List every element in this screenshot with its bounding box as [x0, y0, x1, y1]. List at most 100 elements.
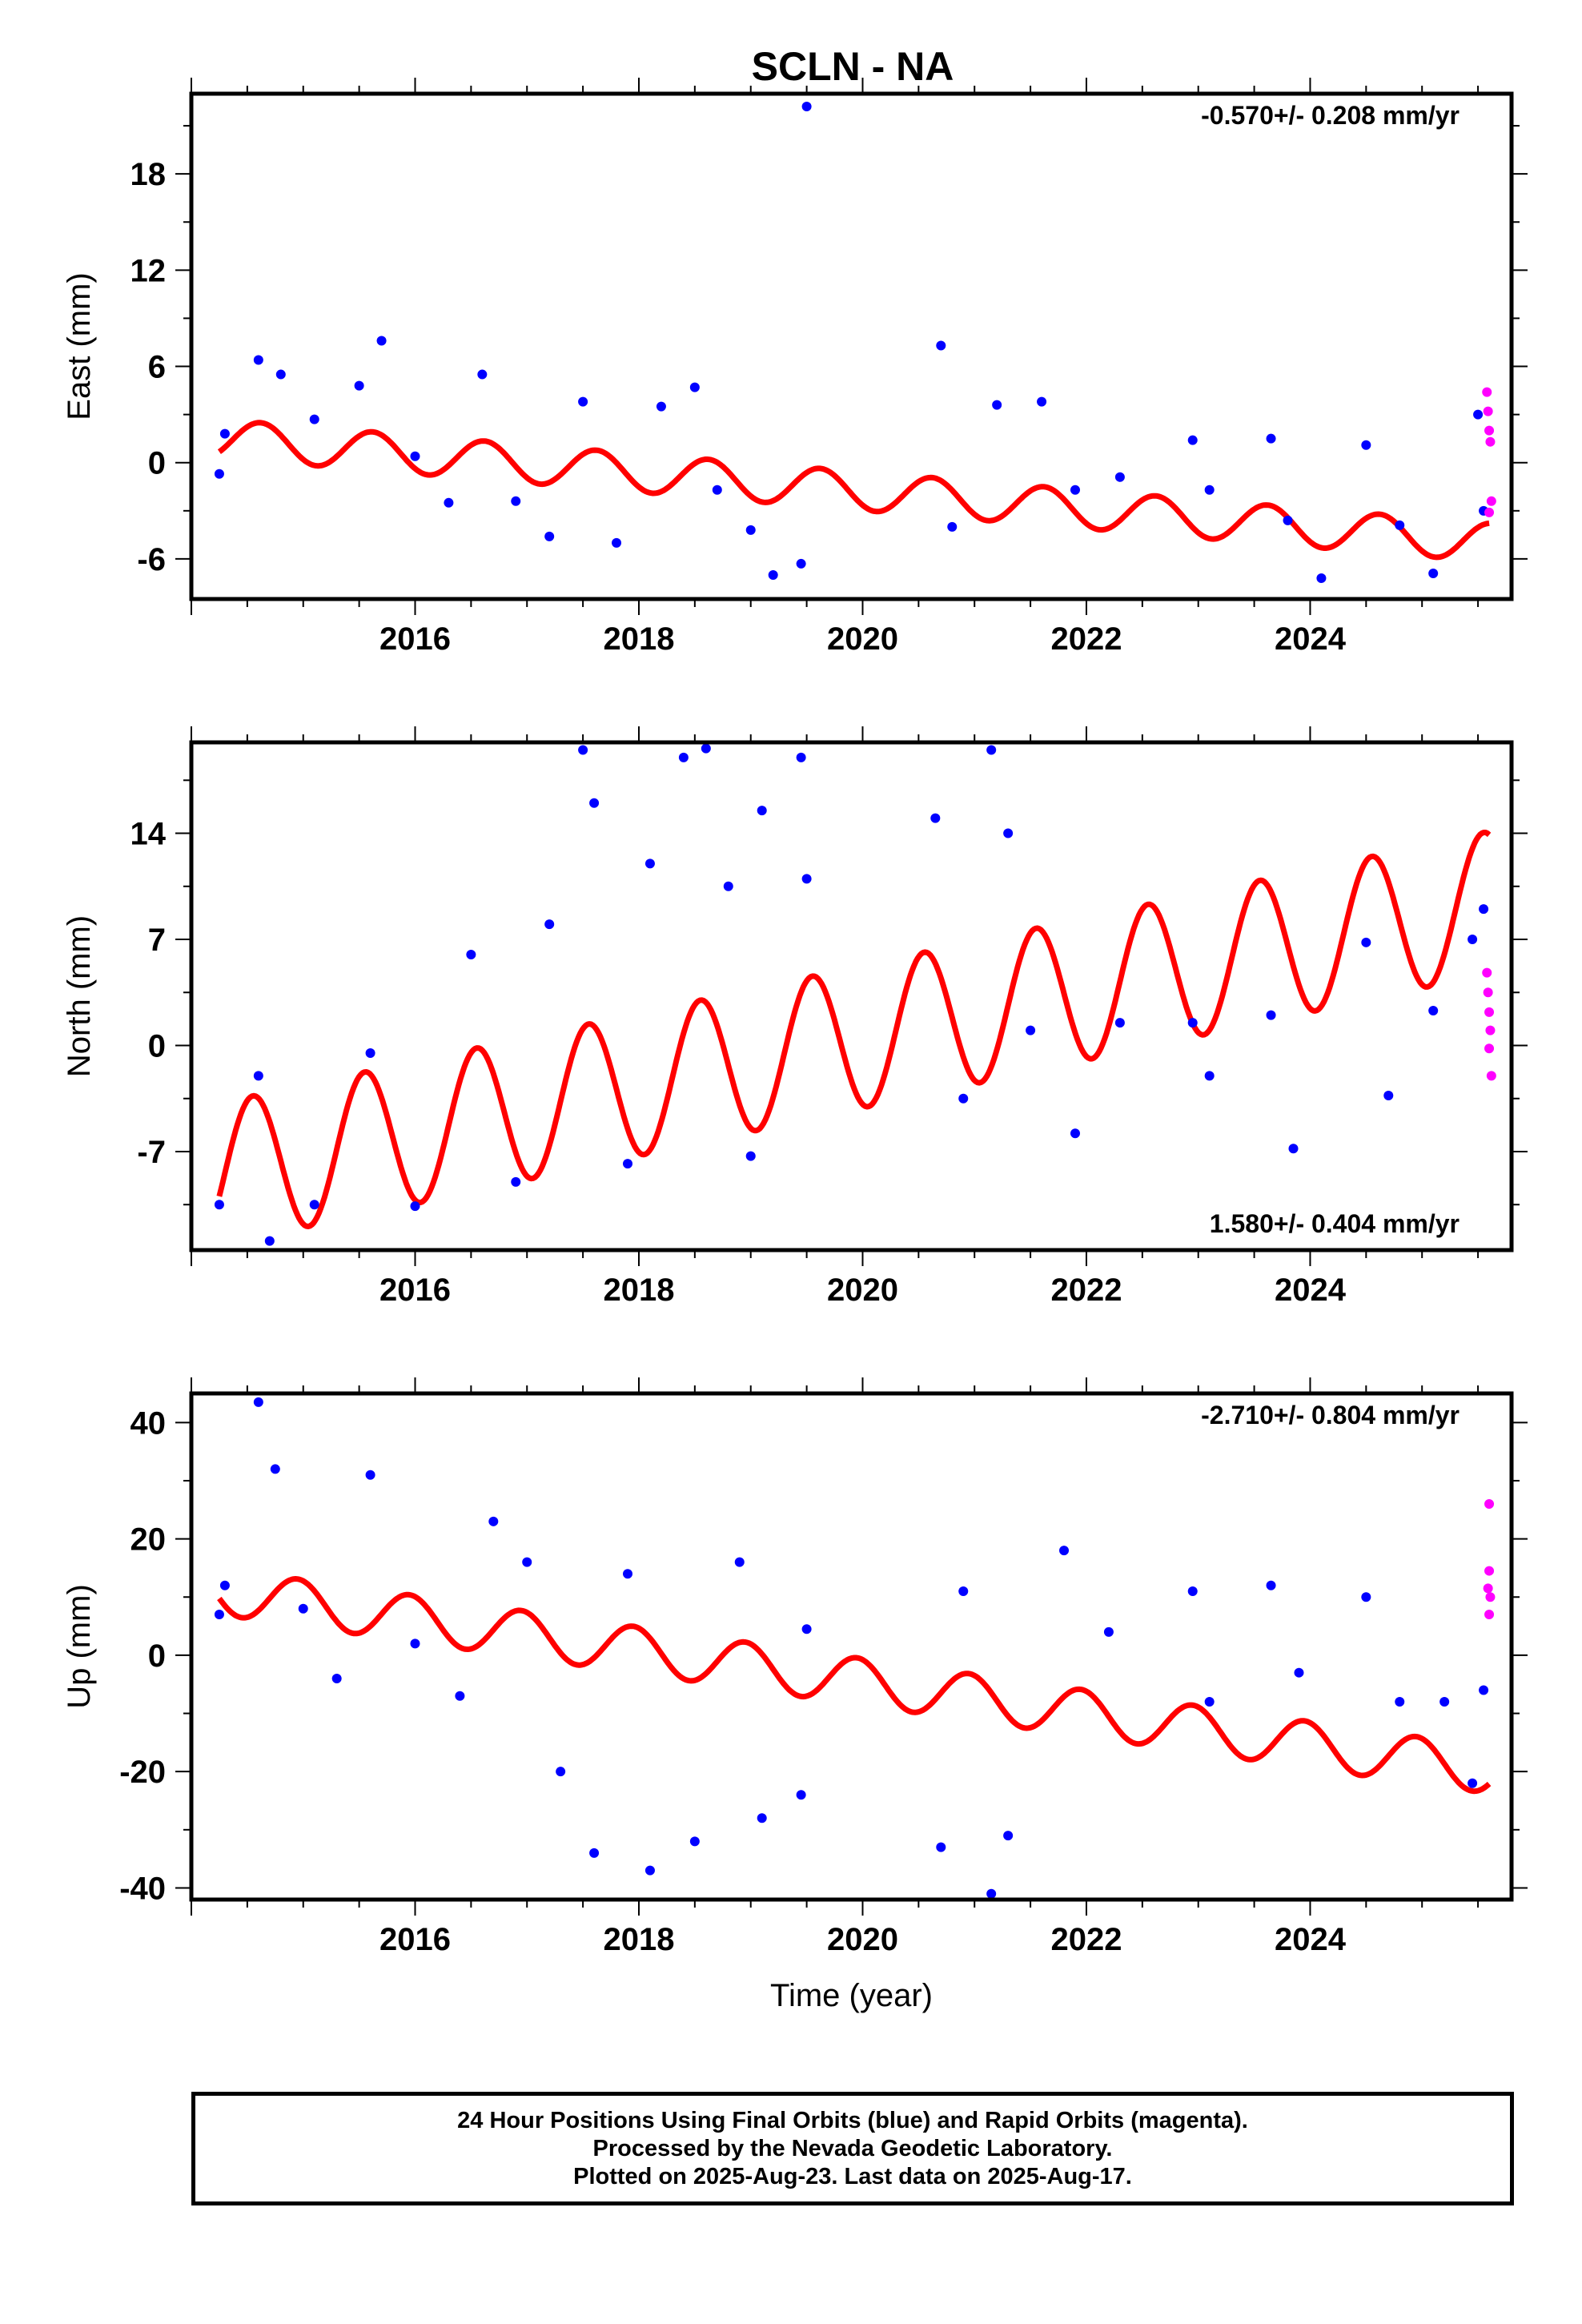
final-orbit-point: [1468, 1778, 1478, 1788]
final-orbit-point: [253, 1397, 263, 1407]
final-orbit-point: [354, 380, 364, 391]
final-orbit-point: [1059, 1546, 1070, 1556]
rapid-orbit-point: [1483, 987, 1493, 998]
x-tick-label: 2020: [827, 1273, 898, 1308]
final-orbit-point: [1439, 1697, 1450, 1707]
y-tick-label: -6: [137, 542, 166, 577]
final-orbit-point: [734, 1557, 745, 1567]
final-orbit-point: [1288, 1144, 1299, 1154]
rapid-orbit-point: [1482, 967, 1492, 978]
y-tick-label: 18: [130, 157, 167, 192]
final-orbit-point: [1473, 409, 1484, 420]
rapid-orbit-point: [1482, 387, 1492, 397]
final-orbit-point: [947, 521, 958, 532]
final-orbit-point: [331, 1673, 342, 1683]
footer-line-2: Processed by the Nevada Geodetic Laborat…: [592, 2135, 1113, 2161]
final-orbit-point: [1204, 485, 1215, 495]
y-tick-label: 14: [130, 817, 167, 852]
model-fit-line: [216, 830, 1492, 1229]
final-orbit-point: [214, 1200, 224, 1210]
rapid-orbit-point: [1485, 436, 1496, 447]
rapid-orbit-point: [1485, 1592, 1496, 1602]
final-orbit-point: [1266, 433, 1276, 444]
final-orbit-point: [1479, 904, 1489, 915]
y-axis-label: Up (mm): [62, 1584, 97, 1709]
rapid-orbit-point: [1484, 507, 1495, 517]
model-fit-line: [217, 1576, 1492, 1795]
final-orbit-point: [1266, 1580, 1276, 1590]
final-orbit-point: [1361, 1592, 1371, 1602]
final-orbit-point: [376, 336, 387, 346]
rapid-orbit-point: [1484, 1499, 1495, 1510]
rapid-orbit-point: [1485, 1025, 1496, 1035]
final-orbit-point: [544, 531, 555, 541]
chart-panel-3: 2016 2018 2020 2022 2024 -40 -20 0 20 40 Up (mm) Ti…: [62, 1377, 1528, 2013]
final-orbit-point: [796, 1790, 806, 1800]
final-orbit-point: [712, 485, 722, 495]
final-orbit-point: [1003, 1831, 1014, 1841]
final-orbit-point: [488, 1516, 499, 1526]
footer-line-3: Plotted on 2025-Aug-23. Last data on 202…: [573, 2163, 1132, 2189]
final-orbit-point: [1316, 573, 1327, 583]
final-orbit-point: [757, 1813, 767, 1823]
rapid-orbit-point: [1484, 1610, 1495, 1620]
y-tick-label: -7: [137, 1135, 166, 1170]
final-orbit-point: [623, 1159, 633, 1169]
final-orbit-point: [612, 537, 622, 548]
final-orbit-point: [219, 428, 230, 439]
final-orbit-point: [214, 1610, 224, 1620]
final-orbit-point: [801, 1624, 812, 1634]
final-orbit-point: [986, 1888, 997, 1899]
final-orbit-point: [1468, 935, 1478, 945]
final-orbit-point: [1187, 1018, 1198, 1028]
final-orbit-point: [701, 743, 711, 754]
final-orbit-point: [1037, 396, 1047, 407]
final-orbit-point: [365, 1047, 375, 1058]
final-orbit-point: [264, 1236, 275, 1246]
final-orbit-point: [745, 525, 756, 535]
plot-area: [214, 743, 1496, 1246]
footer-line-1: 24 Hour Positions Using Final Orbits (bl…: [457, 2107, 1248, 2133]
final-orbit-point: [477, 369, 488, 380]
rapid-orbit-point: [1483, 1583, 1493, 1594]
final-orbit-point: [1266, 1010, 1276, 1020]
x-tick-label: 2018: [603, 1922, 674, 1957]
rapid-orbit-point: [1483, 406, 1493, 416]
final-orbit-point: [298, 1603, 308, 1614]
y-tick-label: -20: [119, 1755, 166, 1790]
final-orbit-point: [578, 396, 588, 407]
final-orbit-point: [1204, 1697, 1215, 1707]
final-orbit-point: [511, 1176, 521, 1187]
final-orbit-point: [986, 745, 997, 755]
final-orbit-point: [644, 858, 655, 869]
velocity-rate-label: -2.710+/- 0.804 mm/yr: [1201, 1401, 1460, 1429]
rapid-orbit-point: [1484, 1043, 1495, 1054]
y-axis-label: East (mm): [62, 272, 97, 420]
final-orbit-point: [689, 382, 700, 392]
final-orbit-point: [1187, 435, 1198, 445]
chart-panel-2: 2016 2018 2020 2022 2024 -7 0 7 14 North (mm) 1.58…: [62, 726, 1528, 1308]
y-tick-label: 0: [148, 1029, 166, 1064]
y-tick-label: 7: [148, 923, 166, 958]
final-orbit-point: [410, 451, 420, 461]
final-orbit-point: [936, 340, 946, 351]
y-tick-label: 40: [130, 1405, 167, 1441]
final-orbit-point: [958, 1586, 969, 1596]
y-tick-label: 0: [148, 446, 166, 481]
final-orbit-point: [1479, 1685, 1489, 1695]
final-orbit-point: [992, 400, 1002, 410]
final-orbit-point: [796, 558, 806, 569]
final-orbit-point: [1361, 937, 1371, 947]
y-tick-label: 12: [130, 253, 167, 288]
model-fit-line: [217, 420, 1491, 561]
final-orbit-point: [270, 1464, 280, 1474]
final-orbit-point: [1283, 515, 1293, 525]
x-tick-label: 2022: [1050, 1922, 1122, 1957]
final-orbit-point: [1114, 472, 1125, 482]
final-orbit-point: [1026, 1025, 1036, 1035]
final-orbit-point: [365, 1470, 375, 1480]
rapid-orbit-point: [1484, 1007, 1495, 1017]
final-orbit-point: [466, 949, 476, 959]
final-orbit-point: [410, 1638, 420, 1649]
